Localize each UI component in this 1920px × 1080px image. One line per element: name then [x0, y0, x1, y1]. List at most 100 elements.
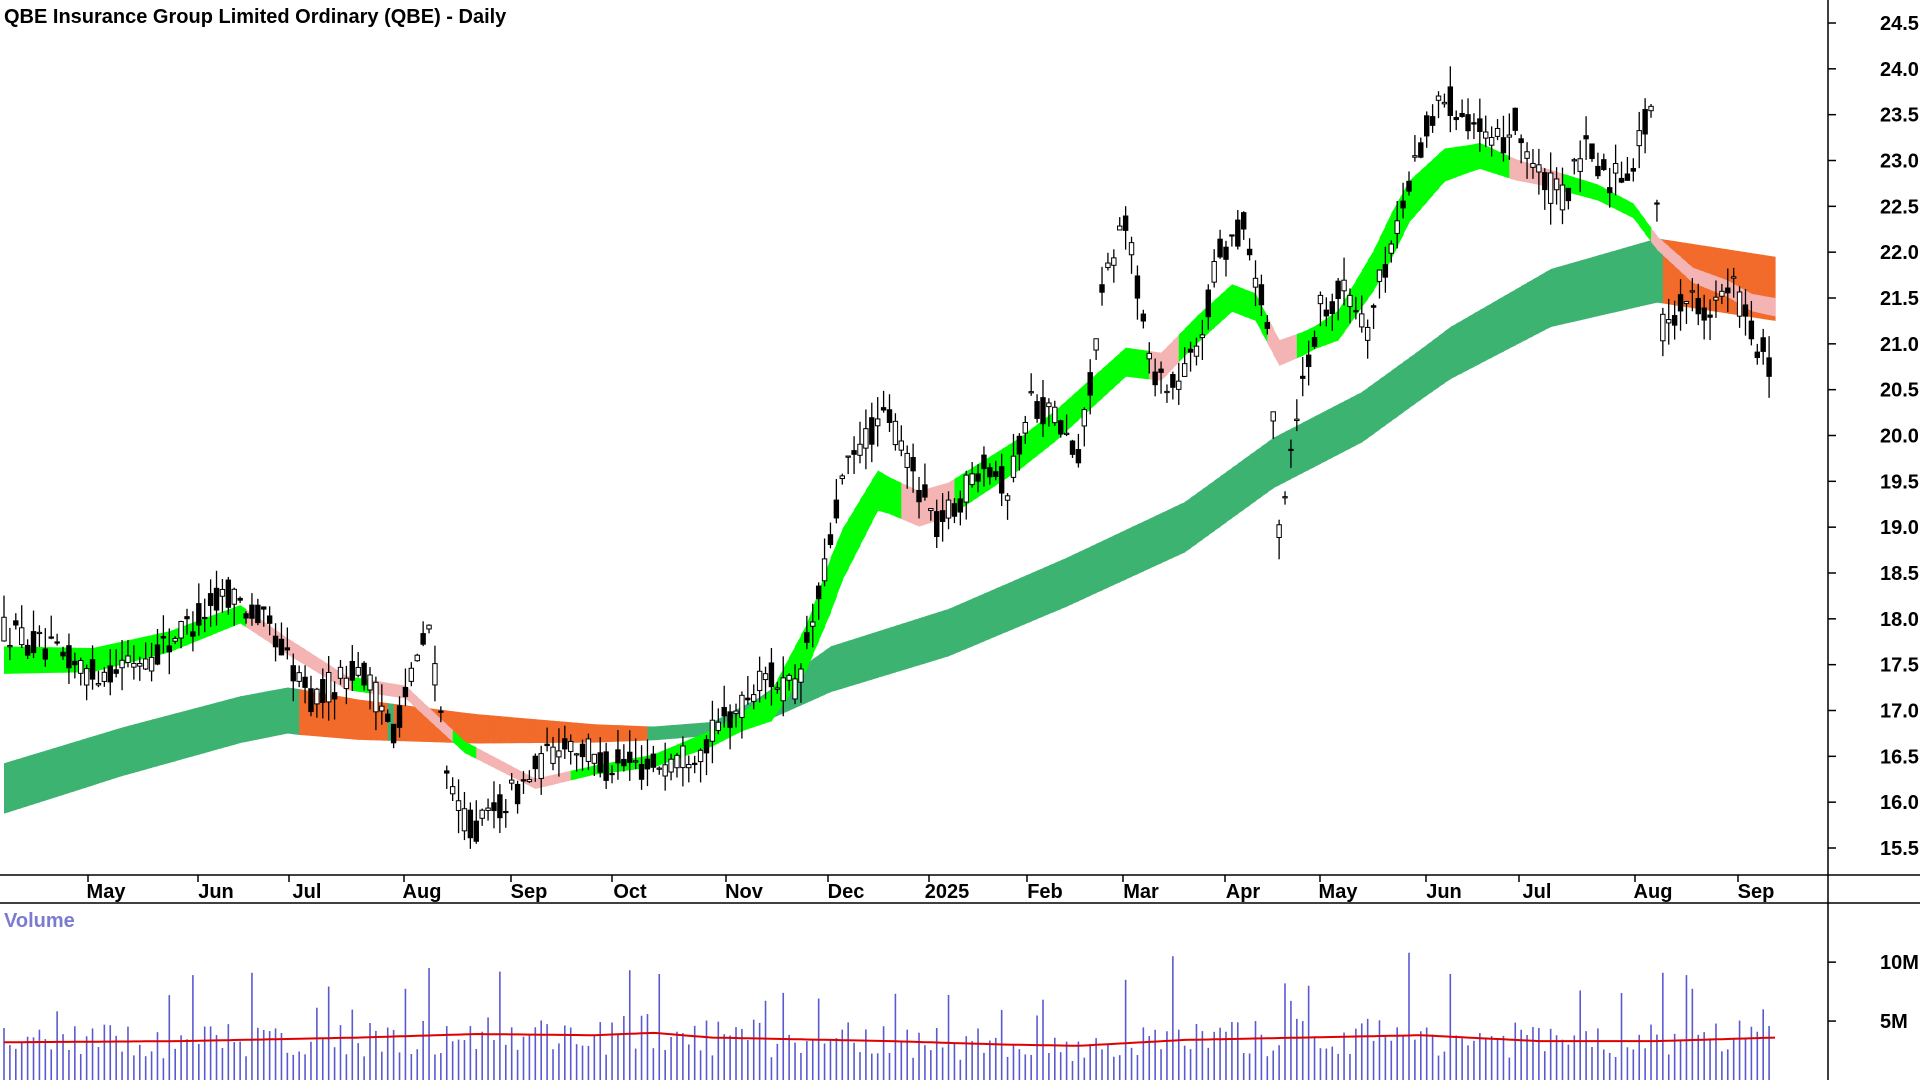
long-band-segment	[493, 715, 501, 744]
candle-body	[1270, 411, 1276, 422]
short-band-segment	[694, 734, 702, 753]
candle-body	[526, 779, 533, 783]
short-band-segment	[1296, 331, 1304, 359]
short-band-segment	[753, 699, 761, 728]
candle-body	[1252, 277, 1259, 288]
candle-body	[1, 616, 7, 642]
long-band-segment	[907, 620, 914, 669]
long-band-segment	[1090, 543, 1097, 596]
long-band-segment	[688, 723, 696, 738]
candle-body	[1524, 151, 1530, 159]
candle-body	[30, 631, 37, 654]
candle-body	[1134, 275, 1141, 299]
long-band-segment	[458, 711, 466, 744]
month-tick-label: Jul	[293, 881, 322, 903]
price-tick-label: 21.0	[1880, 334, 1919, 356]
candle-body	[674, 754, 680, 769]
short-band-segment	[871, 470, 879, 523]
candle-body	[1329, 301, 1335, 315]
long-band-segment	[623, 725, 631, 742]
candle-body	[390, 723, 397, 744]
candle-body	[939, 510, 946, 522]
candle-body	[1028, 391, 1034, 394]
candle-body	[231, 588, 237, 605]
candle-body	[1347, 294, 1353, 308]
candle-body	[78, 660, 84, 674]
candle-body	[1429, 116, 1436, 126]
short-band-segment	[1361, 260, 1369, 308]
long-band-segment	[635, 725, 643, 741]
candle-body	[190, 631, 196, 637]
short-band-segment	[1715, 276, 1723, 295]
short-band-segment	[464, 741, 471, 757]
candle-body	[19, 627, 25, 646]
candle-body	[225, 579, 232, 608]
short-band-segment	[564, 770, 572, 782]
candle-body	[1725, 287, 1731, 294]
long-band-segment	[1627, 245, 1634, 310]
long-band-segment	[1420, 344, 1428, 400]
long-band-segment	[204, 704, 212, 753]
candle-body	[7, 644, 13, 648]
long-band-segment	[1562, 263, 1569, 325]
candle-body	[1111, 257, 1117, 266]
short-band-segment	[1651, 227, 1658, 250]
long-band-segment	[972, 596, 979, 647]
candle-body	[1607, 187, 1613, 194]
short-band-segment	[1763, 295, 1770, 316]
candle-body	[438, 710, 444, 713]
price-tick-label: 16.0	[1880, 792, 1919, 814]
candle-body	[650, 753, 657, 768]
candle-body	[455, 800, 462, 811]
long-band-segment	[983, 590, 991, 642]
short-band-segment	[51, 647, 58, 673]
candle-body	[1294, 418, 1300, 422]
candle-body	[1176, 380, 1182, 390]
candle-body	[396, 705, 403, 728]
long-band-segment	[1379, 374, 1386, 430]
candle-body	[1494, 127, 1501, 137]
candle-body	[1217, 238, 1223, 258]
long-band-segment	[1243, 454, 1251, 510]
short-band-segment	[299, 645, 306, 666]
long-band-segment	[281, 687, 288, 735]
short-band-segment	[889, 477, 897, 517]
candle-body	[467, 809, 474, 839]
short-band-segment	[470, 744, 477, 760]
candlesticks	[1, 66, 1772, 849]
long-band-segment	[1432, 335, 1440, 392]
long-band-segment	[1367, 383, 1375, 439]
long-band-segment	[1214, 476, 1221, 531]
candle-body	[66, 645, 72, 669]
long-band-segment	[21, 756, 29, 808]
candle-body	[272, 635, 279, 648]
short-band-segment	[1704, 271, 1711, 290]
long-band-segment	[1438, 331, 1446, 388]
candle-body	[261, 606, 267, 610]
month-tick-label: Oct	[613, 881, 647, 903]
long-band-segment	[824, 646, 832, 695]
short-band-segment	[1503, 153, 1510, 179]
candle-body	[1075, 449, 1082, 464]
candle-body	[42, 648, 49, 660]
long-band-segment	[901, 622, 908, 671]
long-band-segment	[33, 752, 41, 805]
long-band-segment	[1208, 480, 1215, 536]
long-band-segment	[1503, 292, 1510, 352]
long-band-segment	[1408, 353, 1416, 409]
short-band-segment	[1403, 180, 1410, 235]
candle-body	[703, 739, 710, 754]
candle-body	[1305, 354, 1312, 368]
candle-body	[839, 475, 845, 480]
candle-body	[1388, 243, 1394, 254]
long-band-segment	[1332, 404, 1339, 458]
long-band-segment	[269, 689, 277, 738]
long-band-segment	[1597, 253, 1605, 317]
candle-body	[1459, 112, 1465, 117]
short-band-segment	[1119, 347, 1127, 383]
short-band-segment	[1727, 280, 1735, 301]
long-band-segment	[104, 731, 111, 782]
candle-body	[1152, 371, 1158, 386]
long-band-segment	[470, 713, 477, 744]
long-band-segment	[612, 724, 619, 742]
